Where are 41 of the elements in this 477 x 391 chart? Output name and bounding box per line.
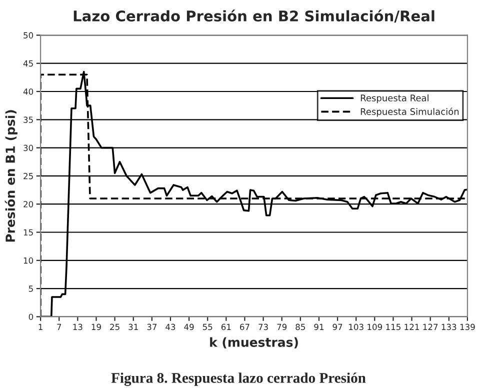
text: Figura 8. Respuesta lazo cerrado Presión: [111, 372, 366, 386]
y-tick-label: 10: [24, 257, 34, 264]
chart-title: Lazo Cerrado Presión en B2 Simulación/Real: [74, 10, 434, 23]
y-tick-label: 0: [28, 314, 34, 320]
x-tick-label: 49: [184, 324, 194, 330]
y-tick-label: 35: [24, 116, 33, 123]
x-tick-label: 43: [166, 324, 176, 330]
y-tick-label: 50: [24, 32, 34, 38]
y-tick-label: 20: [24, 201, 34, 208]
x-tick-label: 55: [202, 324, 212, 330]
x-tick-label: 25: [110, 324, 120, 330]
x-tick-label: 37: [147, 324, 157, 330]
x-tick-label: 103: [349, 324, 364, 330]
x-tick-label: 97: [332, 324, 342, 330]
legend-label: Respuesta Real: [360, 94, 428, 104]
x-tick-label: 109: [368, 324, 382, 330]
x-tick-label: 13: [73, 324, 82, 330]
x-tick-label: 127: [423, 324, 438, 330]
legend-label: Respuesta Simulación: [360, 108, 459, 117]
x-tick-label: 73: [258, 324, 268, 330]
x-axis-title: k (muestras): [210, 337, 298, 348]
x-tick-label: 91: [314, 324, 324, 330]
x-tick-label: 139: [460, 324, 475, 330]
x-tick-label: 7: [57, 324, 62, 330]
x-tick-label: 133: [442, 324, 456, 330]
y-tick-label: 25: [24, 172, 33, 180]
y-tick-label: 30: [24, 144, 34, 152]
x-tick-label: 121: [404, 324, 419, 330]
y-tick-label: 15: [24, 229, 33, 236]
x-tick-label: 61: [221, 324, 231, 330]
x-tick-label: 67: [240, 324, 250, 330]
y-axis-title: Presión en B1 (psi): [4, 110, 18, 242]
y-tick-label: 40: [23, 88, 34, 95]
x-tick-label: 85: [296, 324, 305, 330]
x-tick-label: 1: [38, 324, 42, 330]
x-tick-label: 31: [128, 324, 138, 330]
x-tick-label: 115: [386, 324, 400, 330]
x-tick-label: 19: [92, 324, 101, 330]
x-tick-label: 79: [277, 324, 287, 330]
y-tick-label: 5: [28, 286, 33, 292]
y-tick-label: 45: [23, 60, 33, 67]
